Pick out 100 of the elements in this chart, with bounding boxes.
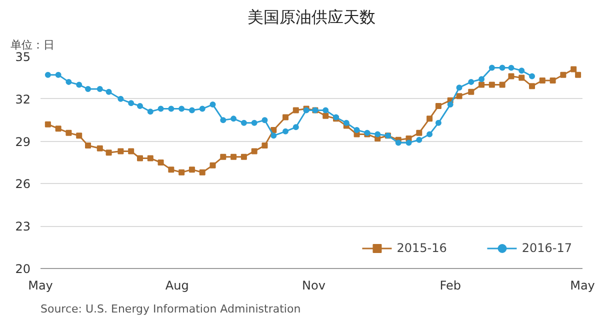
point bbox=[456, 93, 462, 100]
point bbox=[210, 162, 216, 168]
y-tick-label: 29 bbox=[15, 134, 31, 149]
point bbox=[262, 117, 268, 124]
point bbox=[136, 102, 143, 109]
x-tick-label: Nov bbox=[302, 278, 326, 292]
point bbox=[435, 120, 442, 126]
point bbox=[499, 64, 506, 71]
point bbox=[128, 100, 134, 106]
point bbox=[406, 140, 412, 146]
point bbox=[539, 78, 546, 84]
chart-title: 美国原油供应天数 bbox=[248, 8, 376, 26]
point bbox=[322, 112, 329, 119]
point bbox=[188, 107, 195, 114]
y-tick-label: 26 bbox=[15, 177, 31, 192]
point bbox=[488, 64, 495, 71]
legend-label: 2016-17 bbox=[522, 241, 572, 255]
point bbox=[199, 169, 206, 176]
point bbox=[66, 78, 72, 85]
point bbox=[106, 150, 112, 156]
point bbox=[168, 166, 174, 173]
point bbox=[518, 74, 525, 81]
point bbox=[426, 116, 433, 122]
point bbox=[508, 64, 514, 71]
point bbox=[199, 106, 206, 112]
point bbox=[251, 148, 258, 154]
point bbox=[44, 121, 51, 128]
point bbox=[251, 120, 258, 126]
point bbox=[188, 166, 195, 173]
point bbox=[55, 72, 62, 78]
point bbox=[560, 72, 566, 78]
point bbox=[416, 130, 422, 136]
point bbox=[478, 82, 485, 88]
point bbox=[354, 127, 360, 133]
point bbox=[529, 83, 536, 90]
point bbox=[570, 66, 577, 72]
point bbox=[76, 82, 82, 88]
point bbox=[147, 155, 154, 162]
point bbox=[55, 126, 62, 132]
point bbox=[343, 120, 350, 126]
point bbox=[210, 102, 216, 108]
point bbox=[499, 82, 506, 88]
point bbox=[508, 73, 514, 80]
y-tick-label: 23 bbox=[15, 220, 31, 234]
point bbox=[158, 106, 164, 112]
point bbox=[230, 116, 237, 122]
point bbox=[85, 142, 92, 149]
point bbox=[575, 72, 582, 78]
y-axis-title: 单位：日 bbox=[10, 38, 54, 52]
x-tick-label: May bbox=[28, 278, 53, 292]
y-tick-label: 20 bbox=[15, 262, 31, 276]
x-tick-label: Feb bbox=[440, 278, 461, 292]
point bbox=[158, 160, 164, 166]
y-tick-label: 35 bbox=[15, 50, 31, 64]
point bbox=[374, 131, 381, 138]
point bbox=[168, 106, 174, 112]
point bbox=[96, 86, 103, 92]
point bbox=[44, 72, 51, 78]
point bbox=[447, 102, 454, 108]
point bbox=[270, 132, 277, 139]
point bbox=[128, 148, 134, 154]
point bbox=[240, 120, 247, 126]
point bbox=[416, 136, 422, 143]
point bbox=[230, 154, 237, 160]
point bbox=[85, 86, 92, 92]
point bbox=[395, 140, 402, 146]
x-tick-label: May bbox=[570, 278, 595, 292]
point bbox=[96, 145, 103, 152]
point bbox=[426, 131, 433, 138]
point bbox=[262, 142, 268, 149]
point bbox=[468, 78, 474, 85]
point bbox=[147, 108, 154, 115]
point bbox=[550, 78, 556, 84]
x-tick-label: Aug bbox=[165, 278, 189, 292]
point bbox=[518, 68, 525, 74]
point bbox=[478, 76, 485, 82]
point bbox=[118, 148, 124, 154]
point bbox=[136, 155, 143, 162]
point bbox=[106, 88, 112, 95]
source-note: Source: U.S. Energy Information Administration bbox=[40, 302, 301, 316]
point bbox=[220, 117, 226, 124]
point bbox=[435, 102, 442, 109]
point bbox=[292, 124, 299, 130]
point bbox=[178, 106, 185, 112]
point bbox=[322, 107, 329, 114]
point bbox=[66, 130, 72, 136]
point bbox=[468, 88, 474, 95]
point bbox=[220, 154, 226, 160]
y-tick-label: 32 bbox=[15, 92, 31, 106]
point bbox=[76, 132, 82, 139]
point bbox=[282, 128, 289, 134]
point bbox=[118, 96, 124, 102]
legend-label: 2015-16 bbox=[396, 241, 447, 255]
point bbox=[178, 169, 185, 176]
point bbox=[282, 114, 289, 120]
point bbox=[456, 84, 462, 91]
point bbox=[529, 73, 536, 80]
point bbox=[488, 82, 495, 88]
point bbox=[240, 154, 247, 160]
point bbox=[292, 107, 299, 114]
